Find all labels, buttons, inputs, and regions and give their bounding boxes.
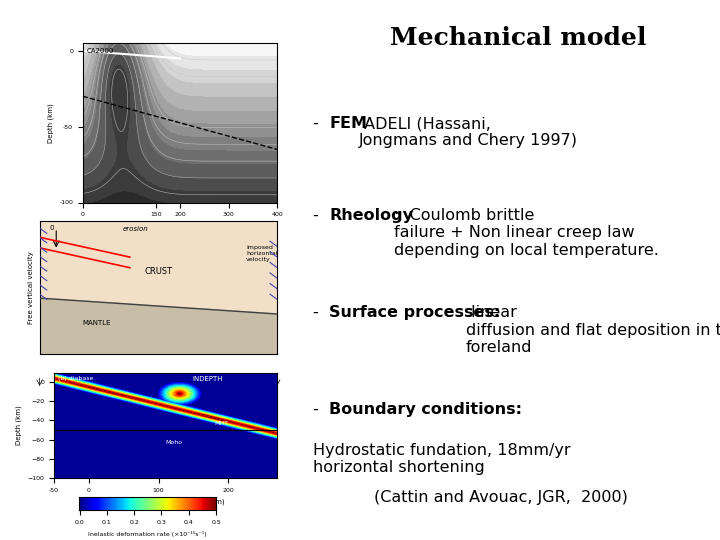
- Text: :  Coulomb brittle
failure + Non linear creep law
depending on local temperature: : Coulomb brittle failure + Non linear c…: [394, 208, 659, 258]
- Y-axis label: Depth (km): Depth (km): [47, 103, 54, 143]
- Text: (Cattin and Avouac, JGR,  2000): (Cattin and Avouac, JGR, 2000): [374, 490, 629, 505]
- Text: FEM: FEM: [329, 116, 367, 131]
- Text: MHT: MHT: [215, 421, 229, 426]
- Y-axis label: Free vertical velocity: Free vertical velocity: [28, 251, 34, 324]
- Text: (b) diabase: (b) diabase: [58, 376, 94, 381]
- Text: CRUST: CRUST: [144, 267, 173, 276]
- X-axis label: N18E Distance from MFT(km): N18E Distance from MFT(km): [129, 223, 231, 230]
- Text: CA2000: CA2000: [86, 48, 114, 54]
- Text: MANTLE: MANTLE: [82, 320, 111, 326]
- Text: Hydrostatic fundation, 18mm/yr
horizontal shortening: Hydrostatic fundation, 18mm/yr horizonta…: [313, 443, 571, 475]
- Text: Boundary conditions:: Boundary conditions:: [329, 402, 522, 417]
- Text: Rheology: Rheology: [329, 208, 413, 223]
- X-axis label: Inelastic deformation rate (×10⁻¹⁵s⁻¹): Inelastic deformation rate (×10⁻¹⁵s⁻¹): [89, 531, 207, 537]
- Text: Surface processes:: Surface processes:: [329, 305, 500, 320]
- Text: Moho: Moho: [166, 440, 183, 445]
- Polygon shape: [40, 298, 277, 354]
- Text: linear
diffusion and flat deposition in the
foreland: linear diffusion and flat deposition in …: [466, 305, 720, 355]
- Text: -: -: [313, 208, 324, 223]
- Text: -: -: [313, 116, 324, 131]
- Text: INDEPTH: INDEPTH: [192, 376, 223, 382]
- Text: erosion: erosion: [122, 226, 148, 232]
- X-axis label: N18E Distance from the MFT (km): N18E Distance from the MFT (km): [107, 498, 225, 505]
- Text: 0: 0: [49, 225, 53, 231]
- Text: ADELI (Hassani,
Jongmans and Chery 1997): ADELI (Hassani, Jongmans and Chery 1997): [359, 116, 578, 148]
- Y-axis label: Depth (km): Depth (km): [15, 406, 22, 445]
- Text: imposed
horizontal
velocity: imposed horizontal velocity: [246, 245, 278, 262]
- Text: -: -: [313, 305, 324, 320]
- Text: Mechanical model: Mechanical model: [390, 26, 647, 50]
- Text: -: -: [313, 402, 324, 417]
